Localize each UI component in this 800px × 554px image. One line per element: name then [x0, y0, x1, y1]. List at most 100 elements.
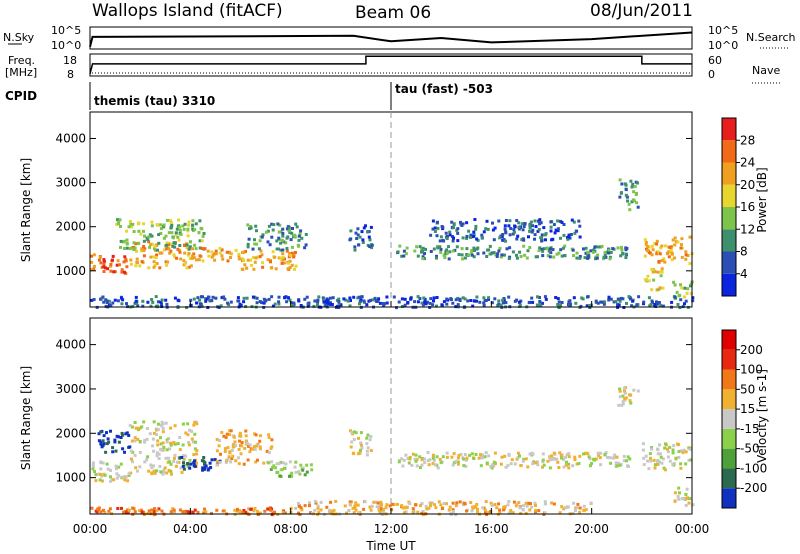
power-colorbar-swatch	[722, 162, 736, 185]
velocity-colorbar-swatch	[722, 330, 736, 350]
velocity-echo-7	[565, 460, 568, 464]
velocity-echo-9	[642, 456, 646, 460]
site-title: Wallops Island (fitACF)	[92, 1, 283, 21]
velocity-echo-11	[506, 503, 510, 507]
velocity-echo-12	[97, 506, 101, 510]
power-echo-1	[155, 243, 159, 247]
power-echo-4	[290, 263, 294, 267]
power-echo-0	[123, 255, 127, 259]
power-echo-8	[508, 233, 512, 237]
velocity-echo-11	[451, 508, 455, 512]
velocity-echo-2	[138, 451, 142, 454]
velocity-echo-2	[145, 458, 149, 462]
power-echo-8	[540, 233, 544, 237]
power-echo-6	[368, 245, 372, 248]
velocity-echo-11	[377, 508, 381, 512]
power-echo-7	[621, 252, 625, 256]
power-echo-7	[575, 251, 579, 255]
velocity-echo-12	[122, 510, 126, 514]
power-echo-13	[307, 303, 311, 307]
velocity-echo-7	[567, 455, 571, 459]
power-echo-13	[105, 299, 109, 303]
velocity-echo-1	[106, 437, 110, 441]
power-echo-8	[527, 235, 530, 239]
velocity-colorbar-swatch	[722, 389, 736, 410]
velocity-echo-11	[498, 510, 502, 514]
power-echo-3	[195, 258, 199, 262]
velocity-echo-7	[410, 463, 414, 467]
velocity-echo-7	[492, 464, 496, 468]
velocity-echo-4	[258, 447, 262, 451]
time-axis: 00:00 04:00 08:00 12:00 16:00 20:00 00:00	[73, 301, 709, 536]
velocity-echo-7	[593, 458, 597, 462]
power-echo-1	[140, 247, 144, 251]
power-echo-6	[357, 243, 361, 247]
velocity-echo-7	[452, 461, 456, 465]
power-echo-5	[246, 245, 250, 249]
power-echo-4	[260, 253, 264, 257]
velocity-echo-2	[159, 442, 163, 446]
velocity-echo-7	[513, 462, 517, 466]
velocity-echo-2	[188, 458, 192, 462]
velocity-echo-6	[352, 438, 356, 441]
velocity-echo-11	[378, 510, 382, 514]
power-colorbar-tick-label: 24	[740, 156, 755, 170]
velocity-echo-2	[151, 444, 155, 448]
velocity-echo-3	[207, 467, 211, 471]
velocity-echo-5	[301, 466, 305, 470]
power-echo-13	[385, 295, 389, 299]
velocity-echo-7	[500, 455, 504, 459]
power-echo-2	[153, 247, 156, 251]
velocity-echo-11	[543, 500, 547, 504]
velocity-echo-11	[380, 507, 383, 511]
velocity-echo-2	[129, 471, 133, 475]
velocity-echo-11	[343, 504, 347, 508]
velocity-echo-2	[148, 432, 152, 436]
power-echo-2	[177, 225, 181, 229]
power-echo-5	[257, 247, 261, 251]
power-echo-2	[186, 227, 190, 231]
velocity-colorbar-swatch	[722, 369, 736, 390]
power-echo-13	[531, 300, 535, 304]
power-echo-7	[415, 245, 419, 249]
velocity-echo-12	[99, 510, 103, 514]
velocity-echo-7	[567, 462, 571, 466]
velocity-echo-2	[160, 420, 164, 424]
power-echo-2	[128, 220, 132, 223]
power-echo-13	[499, 303, 503, 307]
velocity-echo-11	[572, 501, 576, 505]
power-echo-10	[679, 246, 683, 250]
power-echo-2	[119, 245, 122, 249]
velocity-echo-0	[100, 474, 104, 478]
velocity-echo-11	[455, 501, 459, 505]
velocity-echo-11	[576, 502, 580, 506]
velocity-echo-0	[105, 462, 109, 466]
power-echo-7	[540, 247, 544, 251]
power-echo-1	[129, 258, 133, 262]
power-echo-8	[436, 220, 439, 224]
velocity-echo-11	[416, 510, 420, 514]
power-echo-7	[549, 251, 553, 255]
velocity-echo-4	[246, 458, 250, 462]
velocity-echo-2	[150, 466, 154, 470]
power-echo-2	[137, 229, 141, 233]
power-echo-7	[586, 250, 590, 254]
power-echo-2	[116, 218, 120, 222]
velocity-echo-12	[269, 508, 273, 512]
power-echo-9	[625, 195, 629, 199]
power-echo-7	[432, 247, 436, 251]
velocity-echo-7	[427, 463, 431, 467]
power-echo-2	[128, 247, 132, 251]
velocity-echo-2	[155, 451, 159, 455]
velocity-echo-7	[457, 462, 460, 466]
velocity-echo-11	[308, 501, 311, 505]
power-echo-8	[456, 227, 460, 231]
power-echo-7	[488, 244, 492, 248]
power-echo-2	[157, 233, 161, 237]
velocity-echo-4	[215, 438, 219, 441]
power-echo-5	[290, 231, 294, 235]
power-echo-13	[445, 297, 449, 301]
power-echo-1	[147, 240, 151, 244]
power-echo-13	[572, 296, 576, 300]
